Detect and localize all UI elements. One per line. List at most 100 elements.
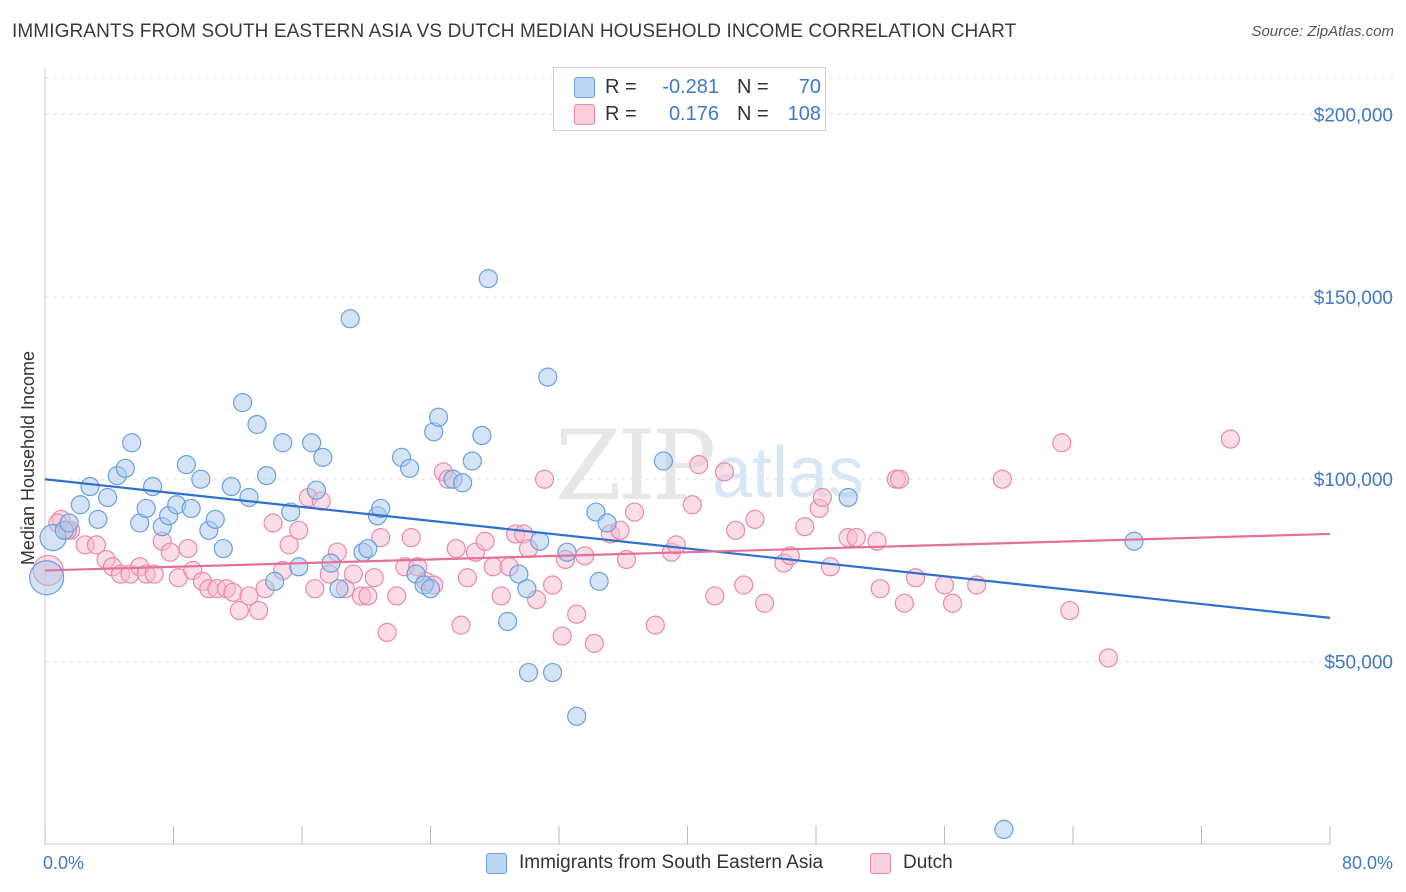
y-tick-label: $100,000	[1314, 470, 1393, 491]
sea-point	[453, 473, 473, 493]
dutch-point	[446, 538, 466, 559]
sea-trend-line	[44, 478, 1331, 619]
legend-r-label: R =	[605, 102, 637, 125]
dutch-point	[820, 557, 841, 577]
dutch-point	[371, 527, 391, 548]
sea-point	[302, 433, 322, 453]
sea-point	[88, 509, 108, 529]
sea-point	[428, 407, 449, 427]
dutch-point	[795, 517, 815, 537]
series-name-sea: Immigrants from South Eastern Asia	[519, 852, 824, 873]
dutch-point	[279, 535, 299, 555]
dutch-point	[305, 579, 325, 599]
dutch-point	[343, 564, 363, 584]
dutch-point	[734, 575, 754, 595]
sea-point	[518, 662, 539, 683]
dutch-point	[992, 469, 1012, 489]
dutch-point	[239, 586, 259, 606]
legend-n-label: N =	[737, 75, 769, 98]
sea-point	[80, 476, 100, 497]
sea-point	[213, 538, 233, 559]
legend-row-sea: R = -0.281 N = 70	[574, 75, 821, 99]
chart-title: IMMIGRANTS FROM SOUTH EASTERN ASIA VS DU…	[12, 21, 1017, 42]
legend-r-label: R =	[605, 75, 637, 98]
sea-point	[838, 487, 858, 508]
series-legend: Immigrants from South Eastern Asia Dutch	[0, 852, 1406, 878]
dutch-point	[812, 487, 833, 508]
x-tick-label-max: 80.0%	[1342, 853, 1393, 873]
dutch-point	[934, 575, 955, 595]
dutch-point	[223, 582, 243, 602]
sea-point	[205, 509, 225, 529]
dutch-point	[229, 600, 249, 621]
dutch-point	[942, 593, 963, 613]
sea-point	[221, 476, 241, 497]
dutch-point	[263, 513, 283, 533]
trend-lines	[44, 478, 1331, 619]
dutch-point	[645, 615, 665, 635]
dutch-point	[682, 495, 702, 515]
dutch-point	[358, 586, 378, 606]
sea-point	[530, 531, 550, 551]
sea-points	[29, 269, 1144, 840]
dutch-point	[1060, 600, 1080, 621]
sea-point	[653, 451, 674, 471]
dutch-point	[483, 557, 503, 577]
sea-point	[509, 564, 529, 584]
dutch-point	[689, 455, 709, 475]
sea-point	[181, 498, 201, 519]
dutch-point	[552, 626, 572, 646]
sea-point	[597, 513, 617, 533]
dutch-point	[249, 600, 269, 621]
sea-point	[538, 367, 558, 387]
dutch-point	[889, 469, 910, 489]
sea-point	[472, 425, 492, 446]
x-tick-label-min: 0.0%	[43, 853, 84, 873]
correlation-legend: R = -0.281 N = 70 R = 0.176 N = 108	[553, 67, 826, 131]
sea-point	[273, 433, 293, 453]
dutch-point	[534, 469, 555, 489]
y-axis-label: Median Household Income	[18, 351, 38, 565]
dutch-point	[894, 593, 914, 613]
dutch-point	[289, 520, 309, 540]
dutch-point	[401, 527, 421, 548]
dutch-point	[86, 535, 107, 555]
y-tick-label: $150,000	[1314, 288, 1393, 309]
sea-point	[306, 480, 327, 500]
sea-point	[1124, 531, 1144, 551]
axes	[44, 68, 1331, 845]
sea-point	[257, 465, 277, 486]
dutch-point	[705, 586, 725, 606]
series-name-dutch: Dutch	[903, 852, 953, 873]
sea-point	[557, 542, 577, 562]
dutch-trend-line	[44, 532, 1331, 572]
sea-point	[329, 579, 349, 599]
sea-point	[289, 557, 309, 577]
sea-point	[239, 487, 259, 508]
sea-point	[542, 662, 563, 683]
legend-n-value: 108	[787, 102, 821, 125]
sea-point	[994, 819, 1014, 840]
dutch-point	[726, 520, 746, 540]
sea-point	[420, 579, 441, 599]
sea-point	[59, 513, 79, 533]
dutch-point	[846, 527, 866, 548]
sea-point	[400, 458, 420, 478]
dutch-point	[754, 593, 775, 613]
legend-swatch-blue	[574, 76, 595, 98]
source-note: Source: ZipAtlas.com	[1251, 23, 1394, 40]
dutch-point	[144, 564, 164, 584]
dutch-point	[567, 604, 587, 624]
dutch-point	[714, 462, 735, 482]
sea-point	[176, 455, 196, 475]
dutch-point	[870, 579, 890, 599]
dutch-point	[160, 542, 180, 562]
watermark-atlas: atlas	[712, 433, 865, 513]
series-swatch-blue	[486, 852, 507, 874]
sea-point	[589, 571, 609, 591]
y-tick-label: $200,000	[1314, 105, 1393, 126]
dutch-point	[457, 568, 478, 588]
dutch-point	[584, 633, 604, 653]
sea-point	[313, 447, 333, 467]
